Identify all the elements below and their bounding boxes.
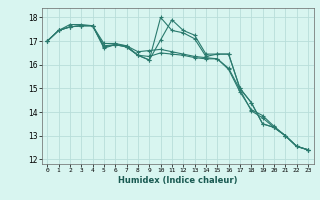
X-axis label: Humidex (Indice chaleur): Humidex (Indice chaleur) <box>118 176 237 185</box>
